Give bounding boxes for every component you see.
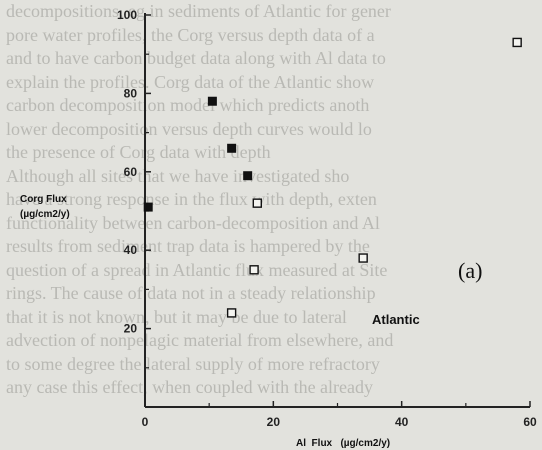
data-point-filled [143, 202, 153, 212]
chart-labels: 20 40 60 80 100 0 20 40 60 Corg Flux (µg/cm2/y) Al … [20, 8, 537, 449]
background-text-line: any case this effect, when coupled with … [6, 377, 374, 397]
x-tick-label: 0 [142, 415, 149, 429]
y-tick-label: 100 [117, 8, 137, 22]
background-text-line: rings. The cause of data not in a steady… [6, 283, 376, 303]
data-point-filled [227, 143, 237, 153]
x-tick-label: 20 [267, 415, 281, 429]
background-text-line: pore water profiles, the Corg versus dep… [6, 24, 375, 45]
data-point-filled [243, 171, 253, 181]
data-point-open [512, 37, 522, 48]
data-point-open [358, 253, 368, 263]
background-text-line: explain the profiles. Corg data of the A… [6, 71, 375, 92]
panel-label: (a) [458, 258, 482, 283]
background-text-line: results from sediment trap data is hampe… [6, 236, 370, 256]
background-text-line: lower decomposition versus depth curves … [6, 118, 372, 139]
data-point-filled [207, 96, 217, 106]
data-point-open [252, 198, 262, 208]
background-text-line: the presence of Corg data with depth [6, 142, 271, 162]
y-tick-label: 60 [124, 165, 138, 179]
y-tick-label: 80 [124, 86, 138, 100]
data-point-open [226, 308, 237, 318]
background-text-line: and to have carbon budget data along wit… [6, 48, 386, 68]
x-tick-label: 40 [395, 415, 409, 429]
background-text-line: advection of nonpelagic material from el… [6, 330, 394, 350]
y-tick-label: 40 [124, 243, 138, 257]
chart-axes [144, 13, 531, 408]
background-text-line: have a strong response in the flux with … [6, 189, 377, 209]
y-tick-label: 20 [124, 322, 138, 336]
y-axis-label: (µg/cm2/y) [20, 209, 70, 220]
chart-marks [143, 37, 522, 318]
background-text-line: carbon decomposition model which predict… [6, 95, 370, 115]
y-axis-label: Corg Flux [20, 194, 67, 205]
background-text-line: that it is not known, but it may be due … [6, 306, 347, 327]
data-point-open [249, 265, 259, 275]
background-text-line: functionality between carbon-decompositi… [6, 212, 380, 233]
background-text-line: question of a spread in Atlantic flux me… [6, 259, 388, 280]
background-text-line: to some degree the lateral supply of mor… [6, 353, 380, 374]
x-tick-label: 60 [523, 415, 537, 429]
background-text-line: Although all sites that we have investig… [6, 165, 350, 186]
x-axis-label: Al Flux (µg/cm2/y) [296, 438, 390, 449]
background-text-line: decompositions, eg in sediments of Atlan… [6, 1, 391, 21]
region-annotation: Atlantic [372, 312, 420, 327]
